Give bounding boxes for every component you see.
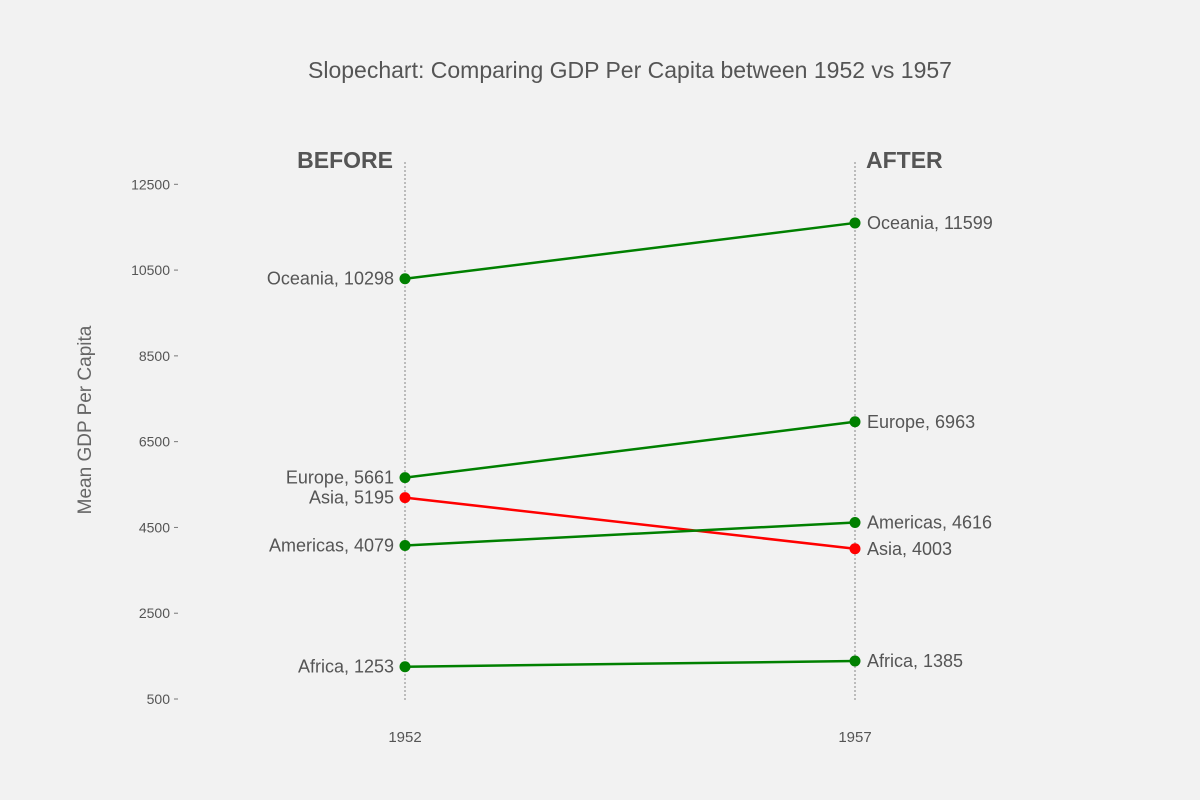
y-tick-label: 12500 [131,176,170,192]
x-axis: 1952 1957 [388,729,871,746]
slope-line-asia [404,496,856,550]
y-tick-label: 2500 [139,605,170,621]
slope-line-americas [404,521,856,547]
point-label-1952-oceania: Oceania, 10298 [267,269,394,289]
y-tick-label: 10500 [131,262,170,278]
y-tick-label: 8500 [139,348,170,364]
point-1952-africa [399,661,411,673]
point-label-1957-americas: Americas, 4616 [867,512,992,532]
y-axis-label: Mean GDP Per Capita [75,325,96,514]
point-1952-asia [399,492,411,504]
y-tick-label: 500 [147,691,171,707]
point-1952-oceania [399,273,411,285]
after-header: AFTER [866,147,943,173]
point-label-1952-africa: Africa, 1253 [298,657,394,677]
series-layer: Oceania, 10298 Oceania, 11599 Europe, 5661… [267,213,993,677]
point-label-1957-asia: Asia, 4003 [867,539,952,559]
point-1952-europe [399,472,411,484]
point-1957-asia [849,543,861,555]
point-1957-oceania [849,217,861,229]
x-tick-label: 1957 [838,729,871,746]
point-label-1952-asia: Asia, 5195 [309,488,394,508]
y-tick-label: 6500 [139,434,170,450]
slope-line-oceania [404,221,856,280]
point-label-1952-europe: Europe, 5661 [286,468,394,488]
x-tick-label: 1952 [388,729,421,746]
point-label-1957-oceania: Oceania, 11599 [867,213,993,233]
point-1957-americas [849,516,861,528]
slope-line-africa [404,659,856,668]
point-label-1957-africa: Africa, 1385 [867,651,963,671]
y-tick-label: 4500 [139,519,170,535]
chart-title: Slopechart: Comparing GDP Per Capita bet… [308,57,952,83]
point-label-1952-americas: Americas, 4079 [269,535,394,555]
point-1957-africa [849,655,861,667]
point-1957-europe [849,416,861,428]
y-axis: 12500 10500 8500 6500 4500 2500 500 [131,176,178,707]
point-1952-americas [399,539,411,551]
slope-line-europe [404,420,856,479]
before-header: BEFORE [297,147,393,173]
point-label-1957-europe: Europe, 6963 [867,412,975,432]
